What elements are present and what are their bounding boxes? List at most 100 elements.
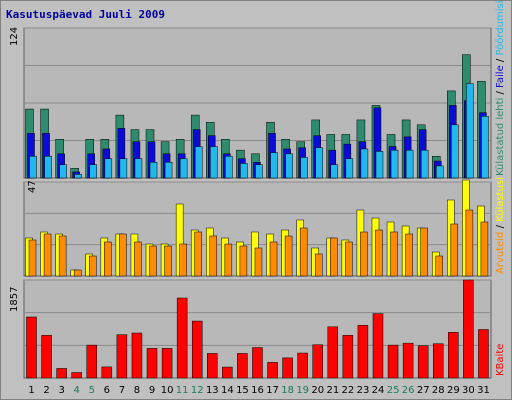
bar-kbaite: [26, 316, 37, 379]
top-panel-legend: Külastatud lehti / Faile / Pöördumisi: [495, 0, 506, 176]
x-tick-label: 20: [311, 385, 324, 396]
x-tick-label: 15: [236, 385, 249, 396]
bar-kbaite: [86, 344, 98, 379]
bar-kulastatud-lehti: [435, 165, 444, 179]
x-tick-label: 10: [161, 385, 174, 396]
x-tick-label: 26: [402, 385, 415, 396]
x-tick-label: 6: [104, 385, 110, 396]
bar-kbaite: [478, 329, 489, 379]
bar-arvuteid: [239, 245, 248, 277]
bar-kbaite: [312, 344, 323, 379]
legend-arvuteid: Arvuteid: [495, 232, 506, 274]
x-tick-label: 22: [342, 385, 355, 396]
bar-arvuteid: [149, 245, 157, 277]
bar-kbaite: [327, 326, 339, 379]
x-tick-label: 24: [372, 385, 385, 396]
legend-kbaite: KBaite: [495, 344, 506, 376]
bottom-panel-max-label: 1857: [9, 287, 20, 312]
x-tick-label: 5: [89, 385, 95, 396]
bar-arvuteid: [360, 231, 368, 277]
x-tick-label: 13: [206, 385, 219, 396]
bar-kulastatud-lehti: [375, 151, 384, 179]
bar-arvuteid: [330, 237, 338, 277]
bar-arvuteid: [254, 247, 263, 277]
x-tick-label: 4: [74, 385, 80, 396]
bar-kulastatud-lehti: [74, 174, 82, 179]
bar-arvuteid: [405, 233, 413, 277]
bar-kbaite: [342, 335, 354, 379]
bar-kbaite: [71, 372, 82, 379]
bar-kulastatud-lehti: [390, 149, 399, 179]
bar-arvuteid: [209, 235, 218, 277]
bar-kbaite: [297, 352, 308, 379]
bar-arvuteid: [375, 229, 383, 277]
bar-kbaite: [402, 342, 414, 379]
bar-kulastatud-lehti: [225, 155, 233, 179]
x-tick-label: 25: [387, 385, 400, 396]
bar-kbaite: [207, 353, 218, 379]
x-tick-label: 11: [176, 385, 189, 396]
x-tick-label: 14: [221, 385, 234, 396]
bar-kulastatud-lehti: [164, 162, 173, 179]
bar-kulastatud-lehti: [240, 163, 248, 179]
bar-kulastatud-lehti: [44, 155, 52, 179]
bar-kbaite: [222, 366, 233, 379]
legend-kulastusi: Külastusi: [495, 177, 506, 222]
bar-kulastatud-lehti: [104, 158, 113, 179]
middle-panel-legend: Arvuteid / Külastusi: [495, 177, 506, 274]
bar-arvuteid: [134, 241, 142, 277]
bar-kbaite: [191, 320, 203, 379]
chart-title: Kasutuspäevad Juuli 2009: [6, 8, 165, 21]
bar-kulastatud-lehti: [451, 124, 459, 179]
middle-panel-bars: [25, 179, 489, 277]
bar-kbaite: [372, 313, 384, 379]
bar-kbaite: [463, 279, 474, 379]
bar-kulastatud-lehti: [255, 164, 263, 179]
x-tick-label: 27: [417, 385, 430, 396]
bottom-panel-legend: KBaite: [495, 344, 506, 376]
bar-kulastatud-lehti: [481, 116, 489, 179]
top-panel-bars: [25, 54, 489, 179]
bar-arvuteid: [480, 221, 489, 277]
bar-kulastatud-lehti: [315, 147, 323, 179]
x-tick-label: 28: [432, 385, 445, 396]
bar-kbaite: [237, 353, 248, 379]
bar-kbaite: [41, 335, 52, 379]
bar-kbaite: [146, 348, 158, 379]
bar-kbaite: [161, 348, 173, 379]
bar-arvuteid: [119, 233, 127, 277]
bar-kulastatud-lehti: [134, 158, 143, 179]
bar-arvuteid: [28, 239, 37, 277]
x-tick-label: 31: [477, 385, 490, 396]
bar-kulastatud-lehti: [330, 164, 339, 179]
bar-kbaite: [448, 332, 459, 379]
bottom-panel-bars: [26, 279, 489, 379]
x-tick-label: 9: [149, 385, 155, 396]
legend-kulastatud-lehti: Pöördumisi: [495, 0, 506, 55]
x-tick-label: 8: [134, 385, 140, 396]
legend-poordumisi: Külastatud lehti: [495, 98, 506, 176]
top-panel-max-label: 124: [9, 27, 20, 46]
x-tick-label: 3: [58, 385, 64, 396]
bar-arvuteid: [58, 235, 67, 277]
bar-arvuteid: [314, 253, 323, 277]
bar-kulastatud-lehti: [89, 164, 98, 179]
bar-arvuteid: [299, 227, 308, 277]
bar-arvuteid: [420, 227, 428, 277]
bar-kulastatud-lehti: [285, 153, 293, 179]
bar-kulastatud-lehti: [405, 149, 414, 179]
bar-kulastatud-lehti: [59, 164, 67, 179]
bar-kbaite: [282, 357, 293, 379]
bar-kbaite: [176, 297, 188, 379]
bar-kbaite: [56, 368, 67, 379]
bar-arvuteid: [390, 231, 398, 277]
bar-kbaite: [101, 366, 113, 379]
bar-kulastatud-lehti: [194, 146, 203, 179]
bar-arvuteid: [465, 209, 474, 277]
bar-kbaite: [432, 343, 444, 379]
bar-arvuteid: [164, 245, 172, 277]
x-tick-label: 17: [266, 385, 279, 396]
bar-arvuteid: [345, 241, 353, 277]
bar-arvuteid: [269, 241, 278, 277]
bar-kbaite: [116, 334, 128, 379]
